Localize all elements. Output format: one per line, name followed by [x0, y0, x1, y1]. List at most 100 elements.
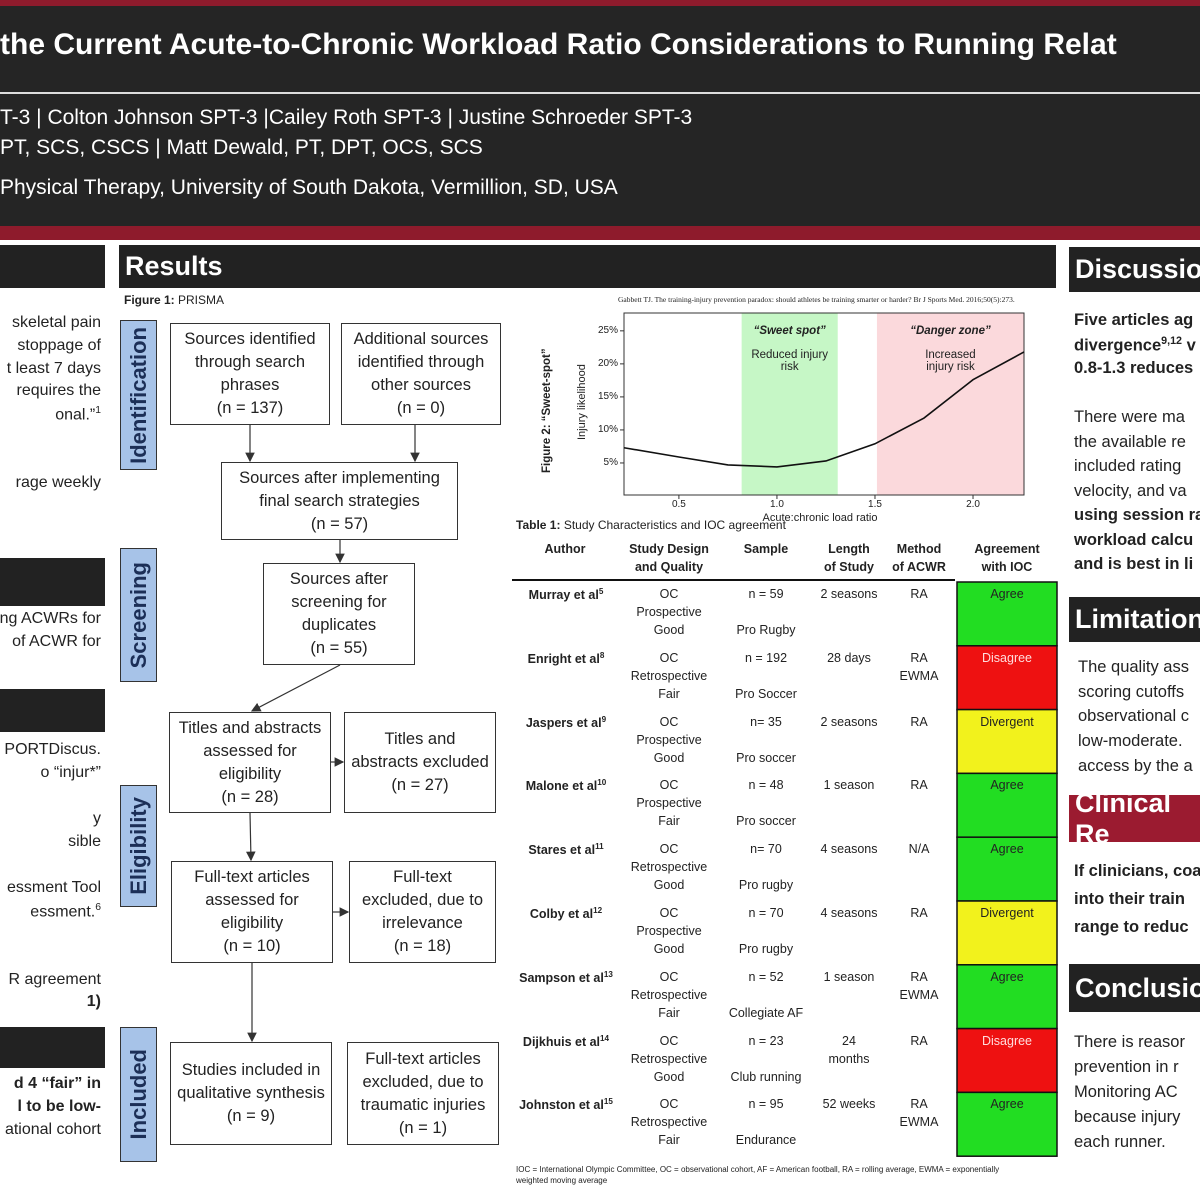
text: The quality ass — [1078, 658, 1189, 676]
body-line: PORTDiscus. — [4, 741, 101, 759]
author-name: Enright et al — [527, 651, 600, 666]
method: RA — [910, 1033, 928, 1048]
body-line: of ACWR for — [12, 633, 101, 651]
section-header — [0, 558, 105, 606]
stage-text: Screening — [125, 561, 151, 669]
agreement: Agree — [990, 587, 1024, 601]
authors: T-3 | Colton Johnson SPT-3 |Cailey Roth … — [0, 106, 693, 129]
body-line: workload calcu — [1074, 531, 1193, 550]
flow-arrows — [245, 425, 420, 1043]
header-stripe — [0, 226, 1200, 240]
author-name: Sampson et al — [519, 970, 604, 985]
table-footnote: IOC = International Olympic Committee, O… — [516, 1165, 1000, 1185]
box-label: Titles and abstracts assessed for eligib… — [178, 718, 322, 783]
text: PORTDiscus. — [4, 741, 101, 758]
body-line: scoring cutoffs — [1078, 683, 1184, 702]
agreement-cell — [956, 581, 1058, 647]
y-tick-label: 25% — [597, 324, 618, 336]
method: EWMA — [899, 987, 939, 1002]
body-line: using session ra — [1074, 506, 1200, 525]
text: of ACWR for — [12, 633, 101, 650]
stage-label: Screening — [120, 548, 157, 682]
author-name: Stares et al — [528, 843, 596, 858]
text: t least 7 days — [6, 360, 101, 377]
text: o “injur*” — [40, 764, 101, 781]
y-tick-label: 10% — [597, 423, 618, 435]
body-line: range to reduc — [1074, 918, 1189, 937]
reference: 14 — [600, 1033, 610, 1043]
stage-label: Eligibility — [120, 785, 157, 907]
reference: 11 — [595, 842, 604, 852]
section-header: Conclusio — [1069, 964, 1200, 1012]
sample: n = 70 — [748, 906, 784, 920]
sample: n = 48 — [748, 778, 784, 793]
author: Malone et al10 — [512, 778, 620, 794]
text: using session ra — [1074, 506, 1200, 524]
agreement: Agree — [990, 1097, 1024, 1112]
stage-label: Included — [120, 1027, 157, 1162]
column-header: Agreement — [974, 542, 1040, 556]
box-count: (n = 0) — [396, 399, 446, 417]
flow-box: Titles and abstracts excluded (n = 27) — [344, 712, 496, 813]
header-rule — [0, 92, 1200, 94]
design: Prospective — [636, 732, 702, 747]
design: Good — [653, 878, 685, 893]
length: 2 seasons — [820, 714, 878, 729]
text: scoring cutoffs — [1078, 683, 1185, 701]
agreement-cell — [956, 836, 1058, 902]
design: Retrospective — [630, 1115, 708, 1130]
figure-caption: Figure 1: PRISMA — [124, 293, 225, 308]
design: Good — [653, 1069, 685, 1084]
body-line: Monitoring AC — [1074, 1083, 1178, 1102]
caption-text: PRISMA — [178, 293, 225, 307]
section-header — [0, 689, 105, 732]
column-header: Author — [544, 542, 586, 556]
curve — [623, 351, 1025, 468]
reference: 15 — [603, 1097, 613, 1107]
text: essment Tool — [7, 879, 101, 896]
body-line: There is reasor — [1074, 1033, 1185, 1052]
affiliation: Physical Therapy, University of South Da… — [0, 176, 618, 199]
x-tick-label: 2.0 — [966, 499, 980, 510]
superscript: 9,12 — [1161, 335, 1182, 347]
sample: n = 192 — [744, 650, 788, 665]
superscript: 1 — [95, 405, 101, 416]
method: RA — [910, 587, 928, 601]
text: There were ma — [1074, 408, 1185, 426]
box-count: (n = 18) — [393, 937, 452, 955]
zone-text: Reduced injury risk — [751, 349, 829, 373]
body-line: t least 7 days — [7, 360, 101, 378]
zone-label: “Sweet spot” — [753, 325, 826, 337]
design: OC — [659, 714, 679, 729]
design: Good — [653, 942, 685, 956]
length: 1 season — [823, 778, 875, 793]
body-line: the available re — [1074, 433, 1186, 452]
design: OC — [659, 969, 679, 984]
agreement: Disagree — [981, 1033, 1033, 1048]
body-line: each runner. — [1074, 1133, 1166, 1152]
text: 0.8-1.3 reduces — [1074, 359, 1194, 377]
body-line: onal.”1 — [55, 405, 101, 425]
author-name: Jaspers et al — [525, 715, 602, 730]
length: 4 seasons — [820, 842, 878, 857]
box-label: Full-text excluded, due to irrelevance — [361, 868, 484, 932]
agreement-cell — [956, 708, 1058, 775]
sample: Pro rugby — [738, 942, 794, 956]
zone-label: “Danger zone” — [910, 325, 991, 337]
stage-text: Eligibility — [125, 797, 151, 895]
section-header: Results — [119, 245, 1056, 288]
body-line: rage weekly — [16, 474, 101, 492]
header-band — [0, 0, 1200, 240]
text: d 4 “fair” in — [13, 1075, 101, 1092]
design: Retrospective — [630, 1051, 708, 1066]
text: stoppage of — [17, 337, 101, 354]
zone — [741, 313, 838, 495]
column-header: of Study — [824, 560, 874, 574]
box-label: Titles and abstracts excluded — [351, 730, 489, 771]
design: Retrospective — [630, 860, 708, 875]
design: Prospective — [636, 605, 702, 619]
body-line: and is best in li — [1074, 555, 1193, 574]
author: Enright et al8 — [512, 651, 620, 667]
y-axis-label: Injury likelihood — [576, 364, 588, 440]
body-line: access by the a — [1078, 757, 1193, 776]
